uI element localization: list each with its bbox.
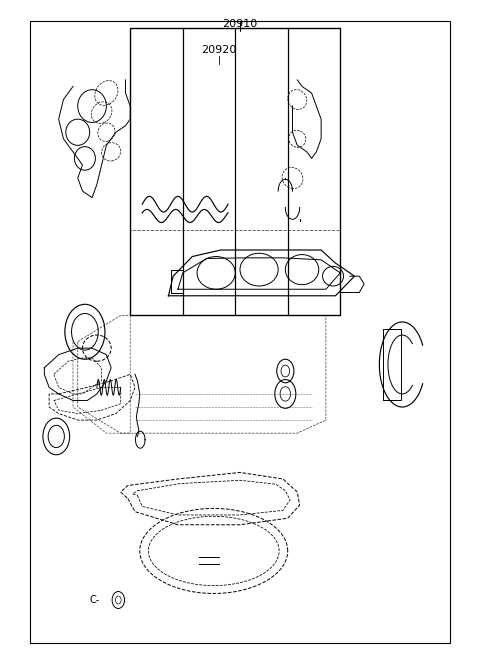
Text: 20920: 20920 (201, 45, 236, 55)
Bar (130, 28, 340, 315)
Bar (30, 21, 450, 643)
Text: 20910: 20910 (222, 19, 258, 30)
Text: C-: C- (89, 595, 99, 605)
